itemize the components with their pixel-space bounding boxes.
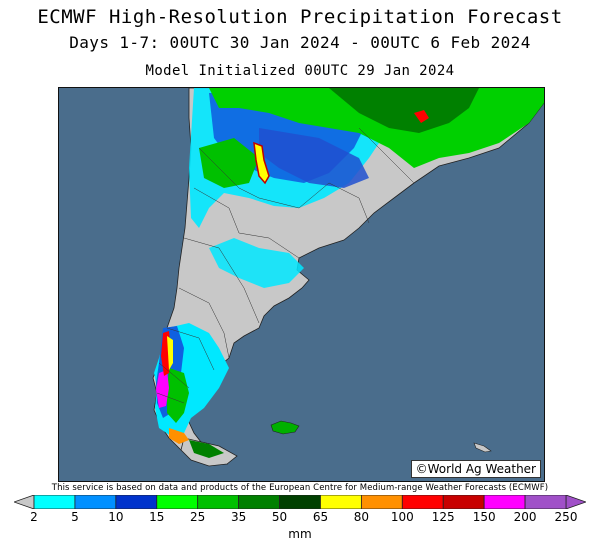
- precip-cyan-central: [209, 238, 304, 288]
- legend-cells: [33, 495, 567, 509]
- model-init-time: Model Initialized 00UTC 29 Jan 2024: [145, 63, 455, 79]
- precip-magenta-andes: [156, 370, 169, 408]
- data-disclaimer: This service is based on data and produc…: [51, 483, 549, 493]
- precip-blue-central: [259, 128, 369, 188]
- forecast-period: Days 1-7: 00UTC 30 Jan 2024 - 00UTC 6 Fe…: [69, 33, 531, 52]
- legend-cell: [483, 495, 526, 509]
- admin-borders: [156, 127, 415, 404]
- legend-ticks: 2 5 10 15 25 35 50 65 80 100 125 150 200 250: [0, 510, 600, 526]
- credit-label: ©World Ag Weather: [410, 460, 541, 478]
- legend-cell: [115, 495, 158, 509]
- legend-tick-label: 100: [390, 510, 414, 524]
- legend-cell: [442, 495, 485, 509]
- precip-green-south: [189, 440, 224, 458]
- legend-colorbar: [14, 495, 586, 509]
- legend-cell: [74, 495, 117, 509]
- precip-green-west: [199, 138, 259, 188]
- legend-cell: [360, 495, 403, 509]
- precip-orange-south: [169, 428, 189, 444]
- legend-cell: [279, 495, 321, 509]
- legend-arrow-left: [14, 495, 35, 509]
- precip-yellow-north: [253, 141, 270, 185]
- falkland-islands: [270, 420, 300, 435]
- south-georgia: [473, 442, 492, 453]
- map-title: ECMWF High-Resolution Precipitation Fore…: [37, 6, 563, 28]
- precipitation-map: ©World Ag Weather: [58, 87, 545, 482]
- legend-tick-label: 200: [513, 510, 537, 524]
- legend-cell: [320, 495, 362, 509]
- legend-tick-label: 250: [554, 510, 578, 524]
- legend-arrow-right: [565, 495, 586, 509]
- legend-tick-label: 10: [108, 510, 124, 524]
- legend-tick-label: 125: [431, 510, 455, 524]
- legend-tick-label: 150: [472, 510, 496, 524]
- legend-tick-label: 5: [71, 510, 79, 524]
- legend-tick-label: 25: [190, 510, 206, 524]
- legend-tick-label: 2: [30, 510, 38, 524]
- legend-cell: [197, 495, 240, 509]
- legend-cell: [401, 495, 444, 509]
- precip-darkgreen-northeast: [329, 88, 479, 133]
- legend-tick-label: 35: [230, 510, 247, 524]
- precip-red-northeast: [414, 110, 429, 123]
- legend-units: mm: [288, 527, 312, 541]
- legend-tick-label: 50: [271, 510, 288, 524]
- precip-yellow-andes: [167, 336, 173, 370]
- legend-cell: [238, 495, 280, 509]
- legend-tick-label: 15: [149, 510, 165, 524]
- legend-cell: [33, 495, 76, 509]
- legend-cell: [524, 495, 567, 509]
- legend-cell: [156, 495, 199, 509]
- legend-tick-label: 65: [312, 510, 329, 524]
- precip-green-patagonia: [167, 368, 189, 423]
- legend-tick-label: 80: [353, 510, 370, 524]
- map-canvas: [152, 88, 544, 467]
